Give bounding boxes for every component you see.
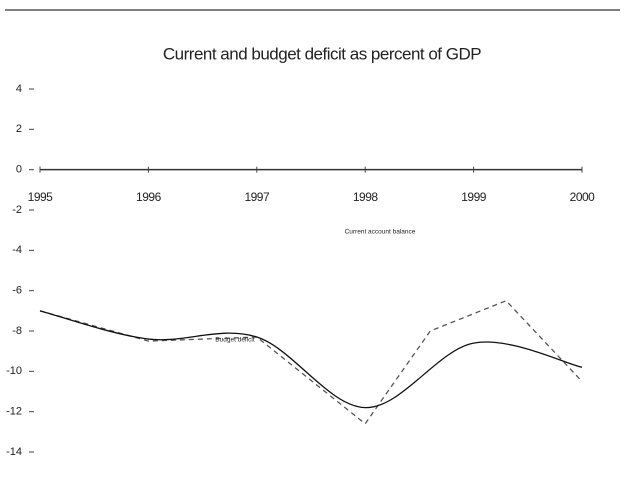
y-tick-label: -8 <box>12 325 22 337</box>
x-tick-label: 1995 <box>28 190 54 204</box>
y-tick-label: -10 <box>6 365 22 377</box>
chart-title: Current and budget deficit as percent of… <box>163 44 481 63</box>
series-label: Current account balance <box>345 229 416 236</box>
y-tick-label: -12 <box>6 406 22 418</box>
line-series <box>39 299 583 425</box>
y-tick-label: -4 <box>12 244 22 256</box>
y-tick-label: 4 <box>16 83 22 95</box>
y-tick-label: -6 <box>12 285 22 297</box>
y-tick-label: 0 <box>16 164 22 176</box>
x-tick-label: 1999 <box>461 190 487 204</box>
y-tick-label: 2 <box>16 123 22 135</box>
x-tick-label: 1997 <box>244 190 270 204</box>
y-tick-label: -14 <box>6 446 22 458</box>
line-series <box>39 310 583 409</box>
x-tick-label: 2000 <box>570 190 596 204</box>
x-tick-label: 1996 <box>136 190 162 204</box>
y-tick-label: -2 <box>12 204 22 216</box>
series-label: Budget deficit <box>215 337 255 344</box>
x-tick-label: 1998 <box>353 190 379 204</box>
